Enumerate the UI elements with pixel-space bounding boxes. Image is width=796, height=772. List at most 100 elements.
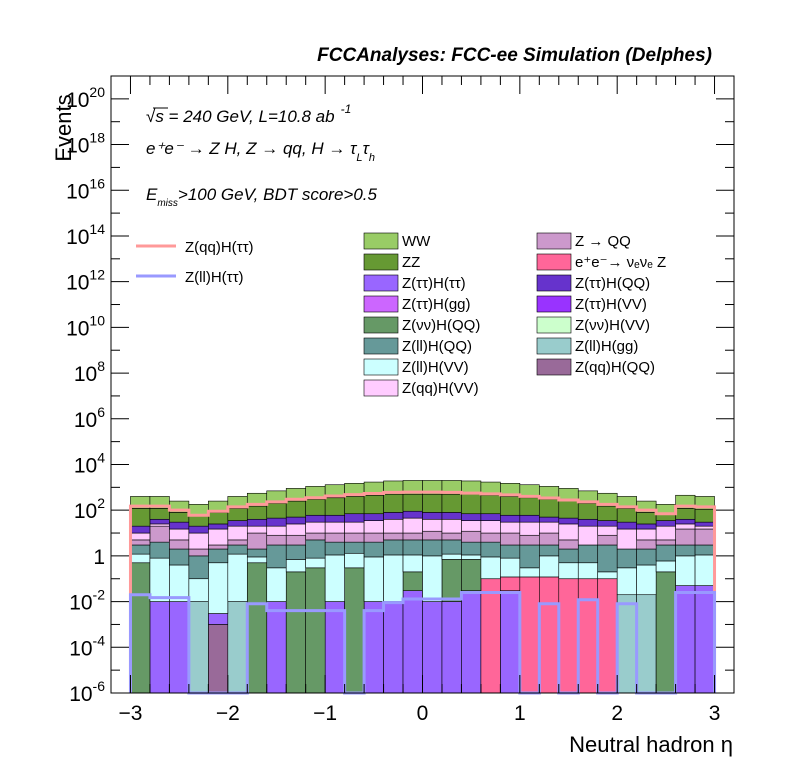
- stack-bar: [130, 508, 151, 527]
- stack-bar: [539, 532, 560, 546]
- stack-bar: [227, 525, 248, 541]
- stack-bar: [500, 521, 521, 534]
- stack-bar: [519, 514, 540, 523]
- stack-bar: [383, 554, 404, 602]
- stack-bar: [655, 525, 676, 541]
- stack-bar: [694, 554, 715, 586]
- stack-bar: [675, 508, 696, 520]
- legend-label: Z(ττ)H(QQ): [575, 275, 650, 292]
- stack-bar: [422, 601, 443, 694]
- stack-bar: [461, 530, 482, 543]
- legend-label: ZZ: [402, 254, 420, 271]
- stack-bar: [597, 525, 618, 536]
- stack-bar: [383, 539, 404, 556]
- stack-bar: [227, 601, 248, 694]
- stack-bar: [577, 525, 599, 546]
- legend-swatch: [536, 316, 572, 334]
- x-tick-label: −1: [313, 702, 337, 725]
- stack-bar: [130, 544, 151, 555]
- stack-bar: [441, 512, 462, 520]
- stack-layer: [208, 624, 229, 694]
- y-tick-label: 102: [74, 495, 105, 523]
- stack-bar: [363, 494, 384, 515]
- stack-layer: [188, 594, 657, 694]
- stack-bar: [305, 567, 326, 694]
- stack-bar: [441, 553, 462, 560]
- stack-bar: [422, 518, 443, 532]
- stack-bar: [675, 528, 696, 546]
- stack-bar: [577, 578, 599, 694]
- stack-bar: [461, 554, 482, 560]
- stack-bar: [246, 562, 268, 694]
- stack-bar: [500, 532, 521, 546]
- legend-label: Z(ll)H(QQ): [402, 338, 472, 355]
- stack-bar: [169, 528, 190, 541]
- stack-bar: [285, 559, 306, 573]
- legend-swatch: [536, 253, 572, 271]
- stack-bar: [344, 496, 365, 515]
- stack-bar: [188, 555, 209, 580]
- stack-bar: [422, 530, 443, 541]
- stack-bar: [246, 518, 268, 527]
- stack-bar: [188, 525, 209, 534]
- stack-bar: [539, 498, 560, 518]
- stack-bar: [169, 512, 190, 523]
- stack-bar: [441, 493, 462, 513]
- stack-layer: [130, 510, 715, 534]
- legend-label: Z(ττ)H(VV): [575, 296, 647, 313]
- legend-swatch: [363, 316, 399, 334]
- legend-swatch: [536, 337, 572, 355]
- stack-bar: [305, 557, 326, 569]
- stack-bar: [577, 503, 599, 520]
- stack-bar: [655, 520, 676, 527]
- stack-bar: [441, 532, 462, 541]
- stack-bar: [480, 513, 501, 521]
- stack-bar: [616, 594, 637, 694]
- stack-bar: [149, 601, 170, 694]
- legend-label: Z(ττ)H(gg): [402, 296, 471, 313]
- y-tick-label: 1016: [66, 175, 105, 203]
- stack-bar: [266, 525, 287, 536]
- stack-bar: [597, 544, 618, 573]
- stack-bar: [461, 493, 482, 515]
- stack-bar: [480, 578, 501, 694]
- stack-bar: [441, 601, 462, 694]
- stack-bar: [324, 497, 345, 516]
- stack-bar: [188, 504, 209, 516]
- stack-bar: [266, 517, 287, 527]
- stack-bar: [441, 539, 462, 555]
- stack-bar: [266, 534, 287, 546]
- stack-bar: [577, 518, 599, 527]
- stack-bar: [519, 497, 540, 516]
- stack-bar: [130, 525, 151, 534]
- stack-bar: [344, 513, 365, 523]
- x-tick-label: 3: [709, 702, 721, 725]
- stack-bar: [285, 516, 306, 525]
- stack-bar: [383, 532, 404, 541]
- stack-bar: [636, 594, 657, 694]
- x-tick-label: 0: [417, 702, 429, 725]
- stack-bar: [402, 590, 423, 694]
- stack-bar: [344, 532, 365, 543]
- stack-bar: [208, 544, 229, 550]
- stack-bar: [558, 539, 579, 550]
- stack-bar: [266, 601, 287, 694]
- stack-bar: [422, 512, 443, 520]
- stack-bar: [636, 528, 657, 541]
- stack-bar: [246, 556, 268, 564]
- legend: Z(qq)H(ττ) Z(ll)H(ττ) WW Z → QQ ZZ e⁺e⁻→ νₑνₑ…: [136, 232, 666, 397]
- annotations: √s = 240 GeV, L=10.8 ab -1 e⁺e⁻ → Z H, Z …: [146, 102, 378, 209]
- stack-bar: [694, 585, 715, 694]
- stack-bar: [480, 520, 501, 534]
- stack-bar: [227, 544, 248, 555]
- stack-bar: [383, 601, 404, 694]
- stack-bar: [208, 528, 229, 546]
- chart-title: FCCAnalyses: FCC-ee Simulation (Delphes): [317, 45, 712, 66]
- stack-bar: [577, 544, 599, 564]
- y-tick-label: 108: [74, 358, 105, 386]
- stack-bar: [246, 505, 268, 520]
- plot-area: [128, 480, 717, 695]
- legend-label: Z(qq)H(ττ): [185, 239, 254, 256]
- stack-bar: [461, 559, 482, 591]
